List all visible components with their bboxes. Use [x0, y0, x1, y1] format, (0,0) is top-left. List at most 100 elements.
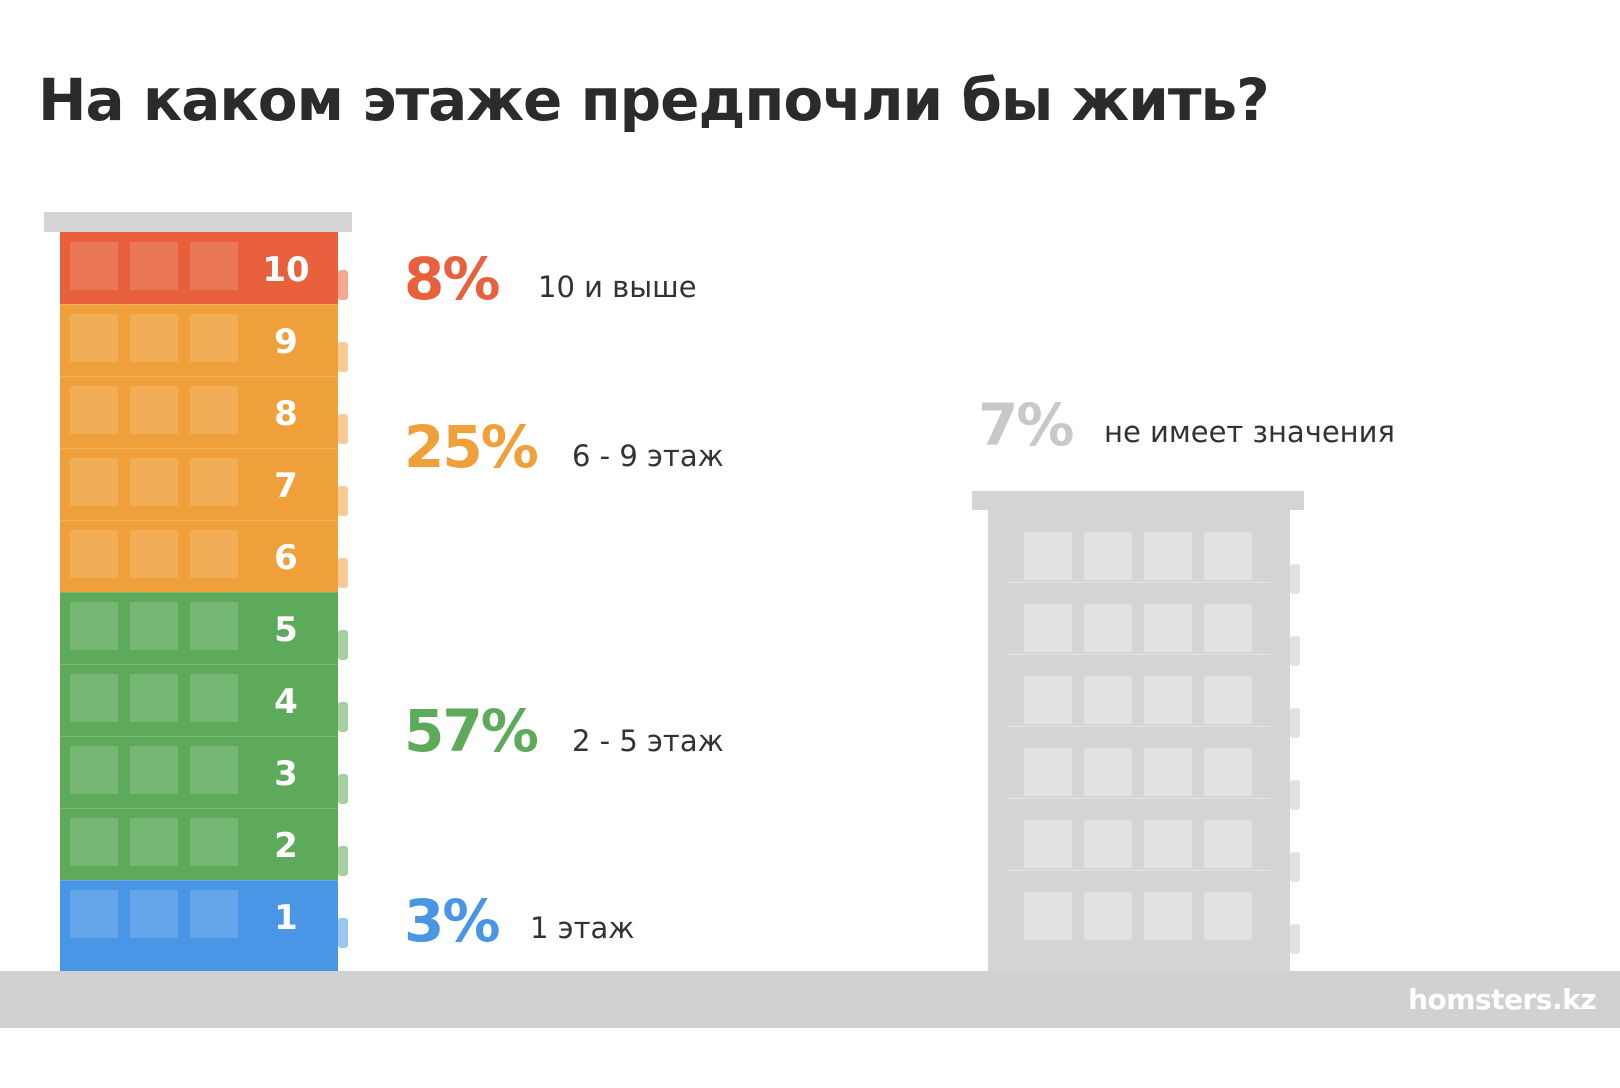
- pct-label-6-9: 25%: [404, 413, 539, 481]
- window: [190, 818, 238, 866]
- floor-8: [60, 376, 338, 448]
- floor-divider: [60, 808, 338, 809]
- gray-window: [1024, 892, 1072, 940]
- gray-balcony: [1290, 780, 1300, 810]
- floor-number-7: 7: [274, 466, 298, 506]
- category-label-6-9: 6 - 9 этаж: [572, 439, 724, 473]
- floor-divider: [60, 448, 338, 449]
- category-label-no-matter: не имеет значения: [1104, 415, 1395, 449]
- window: [70, 458, 118, 506]
- window: [130, 386, 178, 434]
- window: [190, 386, 238, 434]
- gray-window: [1084, 892, 1132, 940]
- window: [190, 242, 238, 290]
- window: [190, 890, 238, 938]
- gray-window: [1144, 820, 1192, 868]
- floor-number-4: 4: [274, 682, 298, 722]
- floor-number-6: 6: [274, 538, 298, 578]
- gray-window: [1204, 676, 1252, 724]
- gray-window: [1144, 604, 1192, 652]
- gray-window: [1144, 532, 1192, 580]
- gray-window: [1204, 892, 1252, 940]
- gray-window: [1084, 604, 1132, 652]
- floor-divider: [60, 736, 338, 737]
- gray-window: [1084, 676, 1132, 724]
- gray-floor-divider: [1008, 726, 1270, 727]
- window: [130, 530, 178, 578]
- gray-window: [1024, 820, 1072, 868]
- floor-3: [60, 736, 338, 808]
- pct-label-1: 3%: [404, 887, 500, 955]
- window: [130, 818, 178, 866]
- window: [190, 458, 238, 506]
- gray-window: [1144, 676, 1192, 724]
- floor-number-10: 10: [262, 250, 309, 290]
- window: [190, 746, 238, 794]
- balcony: [338, 270, 348, 300]
- gray-window: [1084, 748, 1132, 796]
- gray-window: [1144, 748, 1192, 796]
- category-label-1: 1 этаж: [530, 911, 635, 945]
- window: [70, 602, 118, 650]
- gray-floor-divider: [1008, 870, 1270, 871]
- window: [190, 602, 238, 650]
- floor-1: [60, 880, 338, 971]
- floor-number-9: 9: [274, 322, 298, 362]
- window: [70, 674, 118, 722]
- window: [70, 818, 118, 866]
- gray-balcony: [1290, 636, 1300, 666]
- balcony: [338, 630, 348, 660]
- balcony: [338, 774, 348, 804]
- window: [70, 890, 118, 938]
- floor-divider: [60, 664, 338, 665]
- gray-window: [1204, 748, 1252, 796]
- window: [130, 602, 178, 650]
- window: [70, 314, 118, 362]
- balcony: [338, 918, 348, 948]
- gray-floor-divider: [1008, 582, 1270, 583]
- floor-number-3: 3: [274, 754, 298, 794]
- window: [70, 530, 118, 578]
- gray-window: [1204, 532, 1252, 580]
- gray-window: [1084, 820, 1132, 868]
- gray-balcony: [1290, 564, 1300, 594]
- gray-window: [1204, 820, 1252, 868]
- gray-balcony: [1290, 852, 1300, 882]
- window: [190, 674, 238, 722]
- floor-2: [60, 808, 338, 880]
- gray-window: [1024, 604, 1072, 652]
- category-label-10-plus: 10 и выше: [538, 270, 697, 304]
- gray-window: [1024, 532, 1072, 580]
- pct-label-2-5: 57%: [404, 697, 539, 765]
- window: [70, 746, 118, 794]
- balcony: [338, 702, 348, 732]
- brand-logo: homsters.kz: [1408, 983, 1596, 1016]
- gray-balcony: [1290, 924, 1300, 954]
- floor-6: [60, 520, 338, 592]
- balcony: [338, 342, 348, 372]
- window: [130, 242, 178, 290]
- chart-title: На каком этаже предпочли бы жить?: [38, 66, 1270, 134]
- gray-building: [988, 510, 1290, 971]
- gray-building-roof: [972, 491, 1304, 510]
- floor-number-8: 8: [274, 394, 298, 434]
- floor-divider: [60, 520, 338, 521]
- window: [130, 458, 178, 506]
- window: [190, 314, 238, 362]
- pct-label-10-plus: 8%: [404, 245, 500, 313]
- floor-number-1: 1: [274, 898, 298, 938]
- floor-10: [60, 232, 338, 304]
- balcony: [338, 414, 348, 444]
- window: [130, 314, 178, 362]
- gray-floor-divider: [1008, 654, 1270, 655]
- building-roof: [44, 212, 352, 232]
- gray-window: [1024, 676, 1072, 724]
- floor-7: [60, 448, 338, 520]
- floor-9: [60, 304, 338, 376]
- window: [130, 674, 178, 722]
- floor-divider: [60, 592, 338, 593]
- balcony: [338, 486, 348, 516]
- gray-balcony: [1290, 708, 1300, 738]
- floor-divider: [60, 376, 338, 377]
